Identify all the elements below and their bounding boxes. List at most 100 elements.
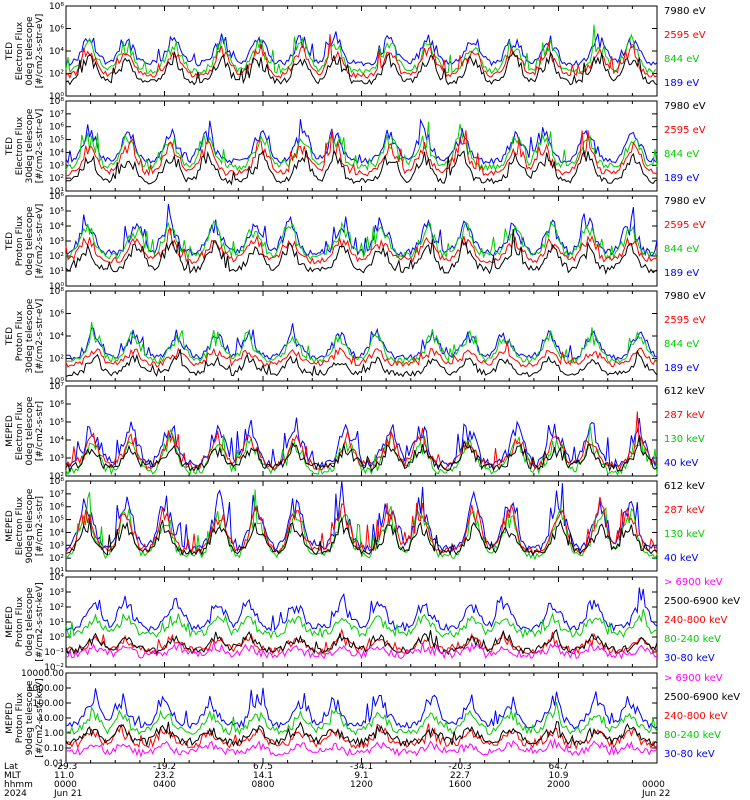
series-3-trace (65, 609, 658, 640)
x-lat-label: 67.5 (253, 762, 273, 772)
y-axis-label: MEPED (5, 702, 15, 734)
y-axis-label: 0deg telescope (25, 206, 35, 276)
series-2-trace (65, 424, 658, 476)
y-tick-label: 10³ (49, 541, 64, 551)
y-tick-label: 10² (49, 252, 64, 262)
series-0-trace (65, 229, 658, 275)
series-0-trace (65, 641, 658, 660)
y-tick-label: 10⁶ (49, 400, 64, 410)
chart-panels: 10⁰ 10² 10⁴ 10⁶ 10⁸ TED Electron Flux 0deg tele… (5, 2, 740, 769)
y-axis-label: [#/cm2-s-str] (35, 401, 45, 461)
x-mlt-label: 23.2 (154, 771, 174, 781)
legend-entry: 2595 eV (664, 30, 706, 41)
legend-entry: 7980 eV (664, 6, 706, 17)
series-3-trace (65, 203, 658, 258)
y-axis-label: TED (5, 232, 15, 251)
x-mlt-label: 22.7 (450, 771, 470, 781)
y-axis-label: Electron Flux (15, 401, 25, 460)
y-tick-label: 10⁸ (49, 97, 64, 107)
x-hhmm-label: 0000 (642, 780, 665, 790)
y-tick-label: 0.10 (44, 744, 64, 754)
series-3-trace (65, 702, 658, 736)
legend-entry: 189 eV (664, 173, 699, 184)
legend-entry: 7980 eV (664, 291, 706, 302)
legend-entry: 7980 eV (664, 196, 706, 207)
series-2-trace (65, 24, 658, 75)
legend-entry: 612 keV (664, 386, 705, 397)
legend-entry: 130 keV (664, 434, 705, 445)
x-lat-label: -19.2 (153, 762, 176, 772)
series-0-trace (65, 51, 658, 86)
y-tick-label: 0.01 (44, 759, 64, 769)
y-tick-label: 10¹ (49, 267, 64, 277)
legend-entry: > 6900 keV (664, 577, 723, 588)
y-tick-label: 10⁶ (49, 310, 64, 320)
y-axis-label: Proton Flux (15, 596, 25, 647)
legend-entry: 189 eV (664, 78, 699, 89)
legend-entry: 2595 eV (664, 315, 706, 326)
series-1-trace (65, 721, 658, 747)
y-tick-label: 10² (49, 174, 64, 184)
y-tick-label: 10⁷ (49, 110, 64, 120)
y-tick-label: 1000.00 (27, 684, 64, 694)
legend-entry: 240-800 keV (664, 615, 728, 626)
series-2-trace (65, 489, 658, 561)
legend-entry: 844 eV (664, 244, 699, 255)
series-3-trace (65, 31, 658, 67)
y-axis-label: [#/cm2-s-str-keV] (35, 582, 45, 661)
legend-entry: > 6900 keV (664, 673, 723, 684)
y-tick-label: 10.00 (38, 714, 64, 724)
y-tick-label: 10⁴ (49, 528, 64, 538)
y-tick-label: 10⁷ (49, 382, 64, 392)
x-date-label: Jun 21 (53, 789, 82, 799)
y-tick-label: 10⁵ (49, 136, 64, 146)
y-axis-label: Proton Flux (15, 215, 25, 266)
y-tick-label: 10⁰ (49, 633, 64, 643)
y-axis-label: MEPED (5, 415, 15, 447)
series-1-trace (65, 227, 658, 265)
y-tick-label: 10⁷ (49, 490, 64, 500)
x-hhmm-label: 1200 (350, 780, 373, 790)
x-date-label: Jun 22 (641, 789, 670, 799)
legend-entry: 7980 eV (664, 101, 706, 112)
x-lat-label: -34.1 (350, 762, 373, 772)
x-hhmm-label: 2000 (547, 780, 570, 790)
y-tick-label: 10³ (49, 454, 64, 464)
x-lat-label: -20.3 (448, 762, 471, 772)
y-tick-label: 10⁰ (49, 282, 64, 292)
y-tick-label: 10² (49, 472, 64, 482)
y-axis-label: [#/cm2-s-str-keV] (35, 678, 45, 757)
y-tick-label: 10² (49, 603, 64, 613)
legend-entry: 2595 eV (664, 125, 706, 136)
y-tick-label: 10¹ (49, 567, 64, 577)
series-0-trace (65, 149, 658, 186)
series-3-trace (66, 323, 658, 362)
y-tick-label: 10⁶ (49, 123, 64, 133)
x-row-label: Lat (4, 762, 19, 772)
legend-entry: 287 keV (664, 410, 705, 421)
y-axis-label: MEPED (5, 510, 15, 542)
series-3-trace (65, 118, 658, 165)
y-tick-label: 10³ (49, 588, 64, 598)
legend-entry: 80-240 keV (664, 730, 721, 741)
panel-5: 10² 10³ 10⁴ 10⁵ 10⁶ 10⁷ MEPED Electron Flux 0deg… (5, 382, 705, 482)
legend-entry: 844 eV (664, 54, 699, 65)
y-axis-label: 90deg telescope (25, 680, 35, 755)
x-mlt-label: 10.9 (548, 771, 568, 781)
x-row-label: hhmm (4, 780, 33, 790)
y-tick-label: 1.00 (44, 729, 64, 739)
y-tick-label: 10⁻² (44, 663, 64, 673)
legend-entry: 844 eV (664, 339, 699, 350)
y-axis-label: Electron Flux (15, 116, 25, 175)
legend-entry: 189 eV (664, 268, 699, 279)
x-row-label: 2024 (4, 789, 27, 799)
y-tick-label: 10³ (49, 161, 64, 171)
y-axis-label: 30deg telescope (25, 298, 35, 373)
legend-entry: 2500-6900 keV (664, 596, 740, 607)
y-axis-label: [#/cm2-s-str-eV] (35, 109, 45, 184)
x-hhmm-label: 0800 (252, 780, 275, 790)
y-tick-label: 10⁰ (49, 92, 64, 102)
y-axis-label: Proton Flux (15, 310, 25, 361)
